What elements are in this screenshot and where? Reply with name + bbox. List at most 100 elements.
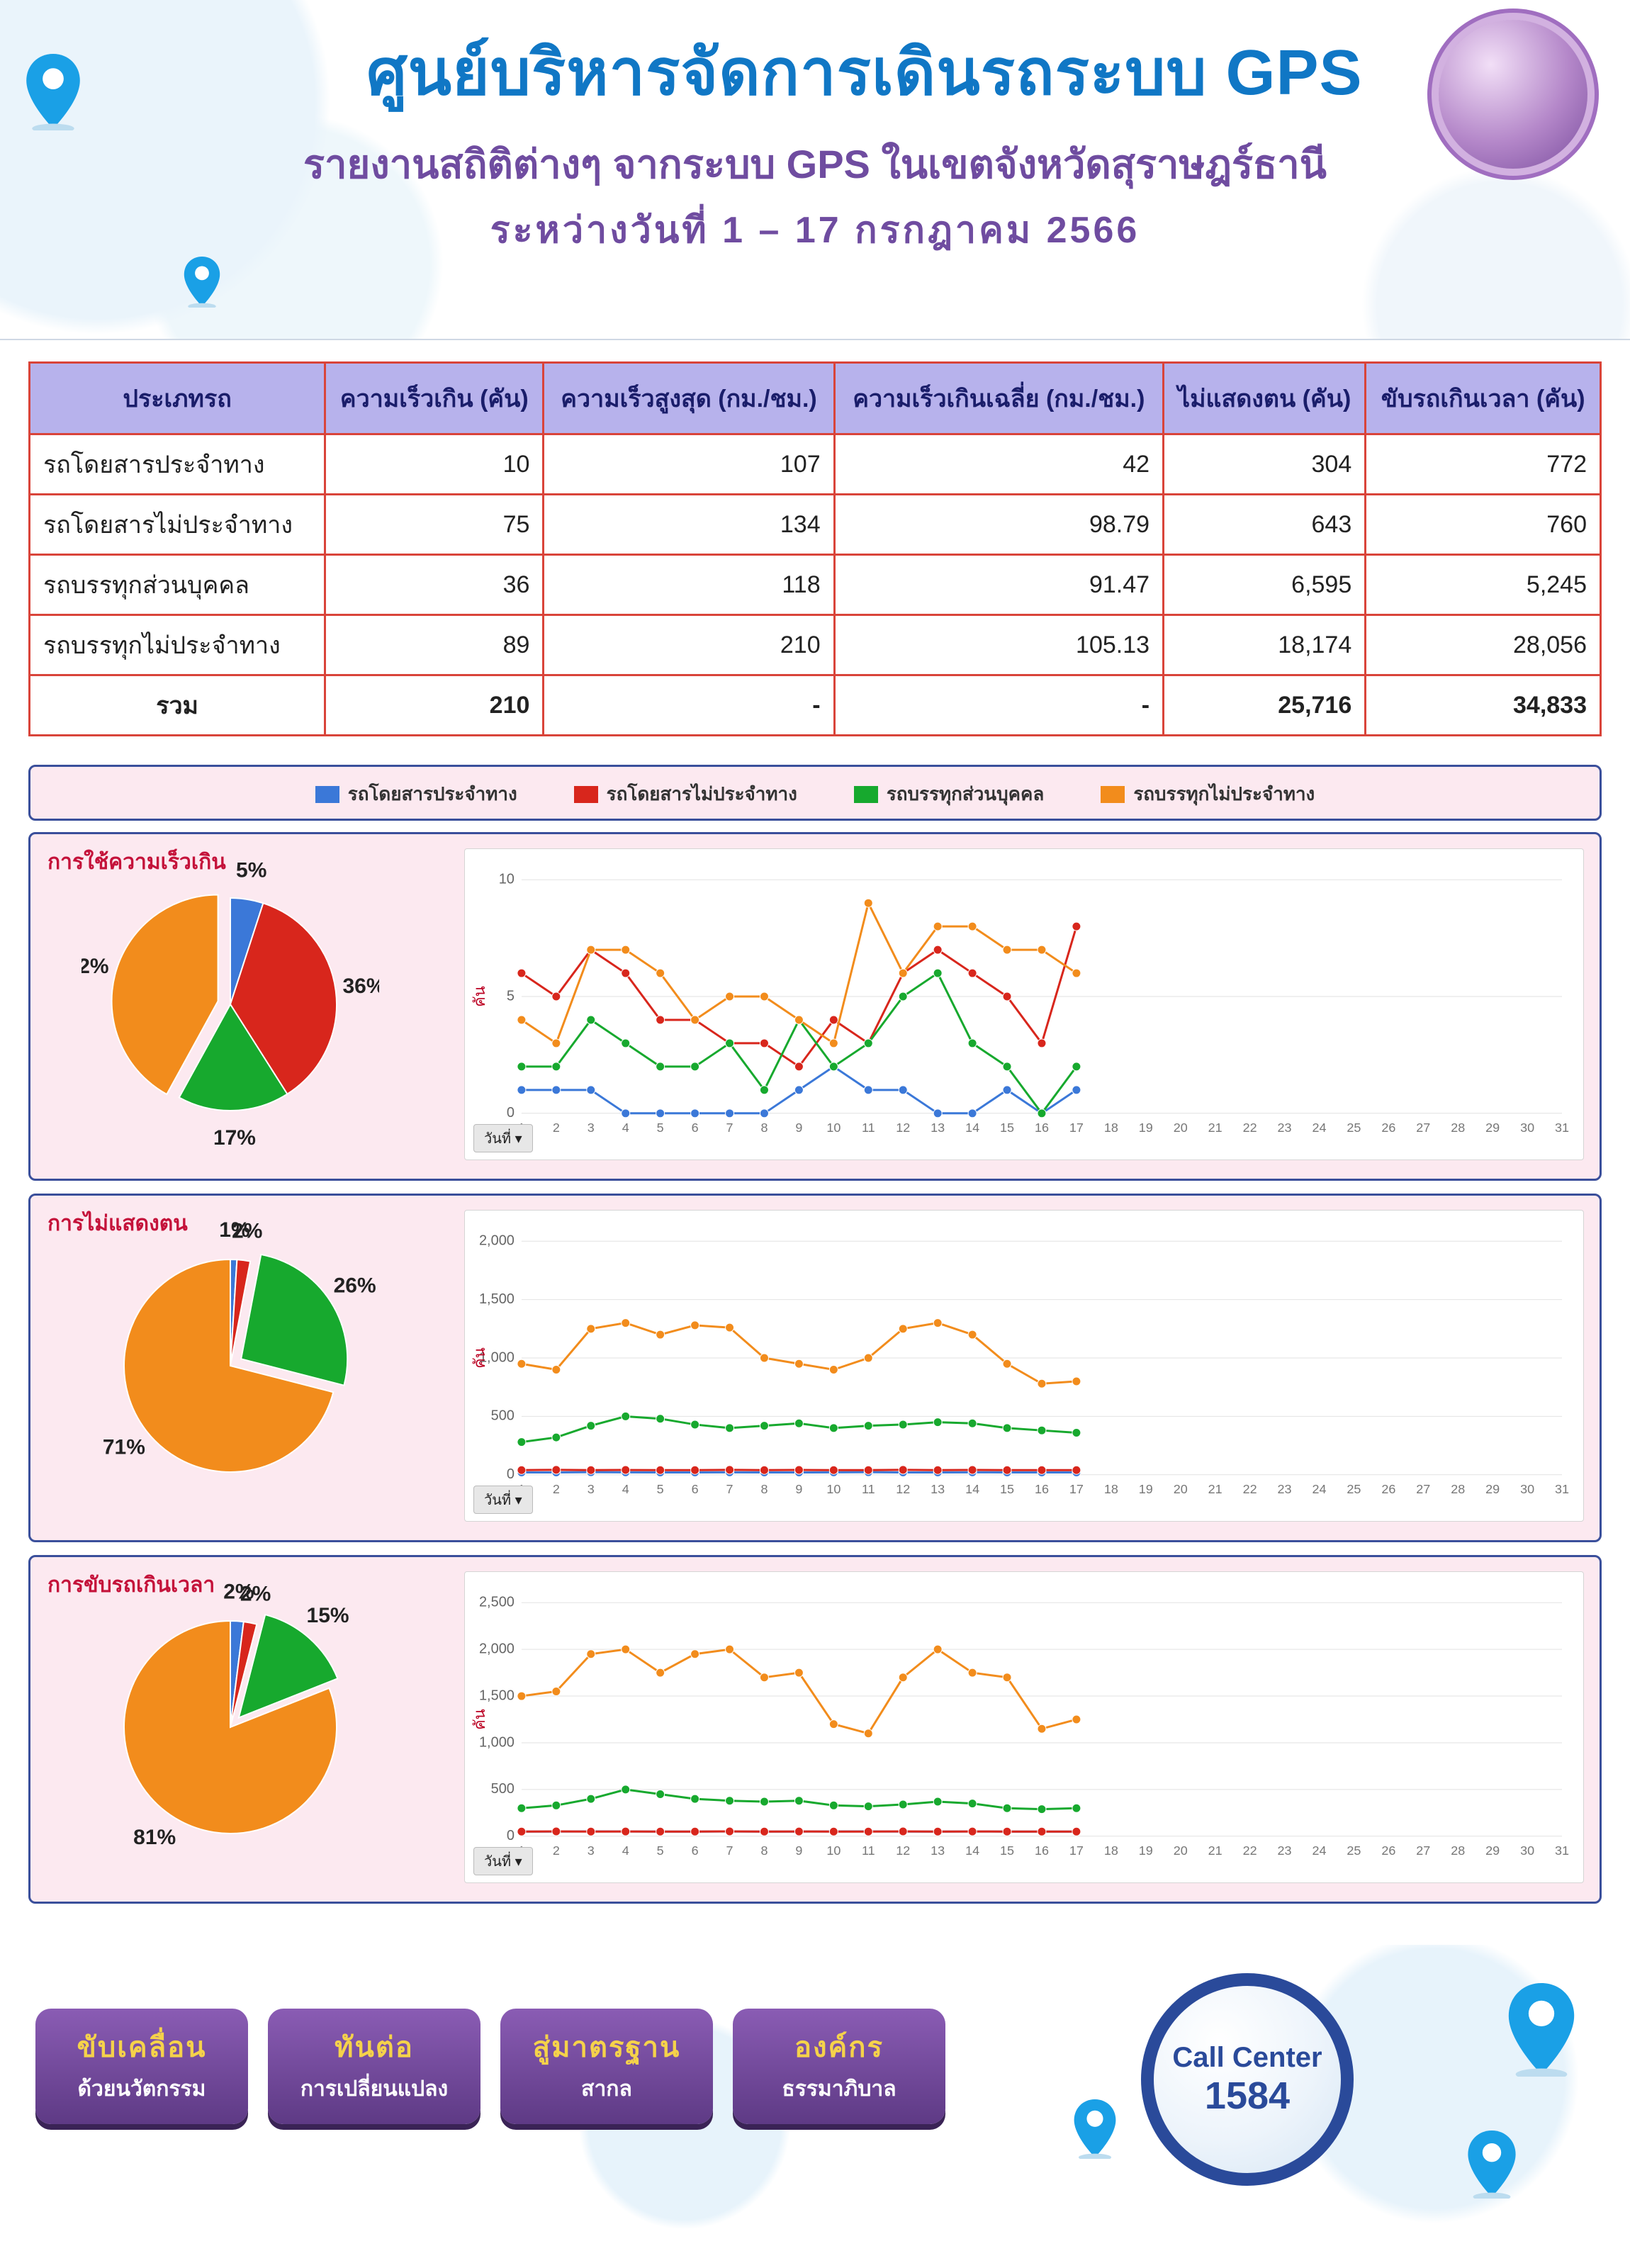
svg-text:5: 5 — [657, 1121, 664, 1135]
footer-pill: องค์กรธรรมาภิบาล — [733, 2009, 945, 2124]
page-title: ศูนย์บริหารจัดการเดินรถระบบ GPS — [267, 21, 1362, 123]
pill-line1: ทันต่อ — [299, 2024, 449, 2070]
svg-text:14: 14 — [965, 1482, 979, 1496]
svg-text:18: 18 — [1104, 1482, 1118, 1496]
line-holder: 0510123456789101112131415161718192021222… — [464, 848, 1584, 1160]
svg-text:30: 30 — [1520, 1121, 1534, 1135]
footer-pill: ทันต่อการเปลี่ยนแปลง — [268, 2009, 480, 2124]
map-pin-icon — [183, 257, 221, 308]
svg-text:6: 6 — [692, 1843, 699, 1858]
svg-text:6: 6 — [692, 1121, 699, 1135]
svg-text:8: 8 — [760, 1121, 768, 1135]
svg-text:23: 23 — [1278, 1843, 1292, 1858]
svg-text:25: 25 — [1347, 1121, 1361, 1135]
map-pin-icon — [1507, 1983, 1577, 2077]
svg-text:18: 18 — [1104, 1121, 1118, 1135]
svg-text:81%: 81% — [133, 1826, 176, 1849]
svg-text:3: 3 — [588, 1843, 595, 1858]
chart-legend: รถโดยสารประจำทาง รถโดยสารไม่ประจำทาง รถบรร… — [28, 765, 1602, 821]
svg-text:14: 14 — [965, 1121, 979, 1135]
call-center-label: Call Center — [1172, 2042, 1322, 2074]
day-selector[interactable]: วันที่ ▾ — [473, 1124, 533, 1152]
svg-text:30: 30 — [1520, 1843, 1534, 1858]
svg-text:22: 22 — [1243, 1843, 1257, 1858]
svg-text:9: 9 — [795, 1843, 802, 1858]
svg-text:1,000: 1,000 — [479, 1734, 515, 1750]
table-header-cell: ความเร็วสูงสุด (กม./ชม.) — [544, 363, 834, 434]
svg-text:16: 16 — [1035, 1843, 1049, 1858]
legend-label: รถบรรทุกไม่ประจำทาง — [1133, 780, 1315, 809]
pie-chart: 5%36%17%42% — [82, 855, 379, 1153]
svg-text:29: 29 — [1485, 1843, 1500, 1858]
pie-chart: 1%2%26%71% — [82, 1217, 379, 1515]
svg-text:24: 24 — [1312, 1482, 1326, 1496]
svg-text:22: 22 — [1243, 1482, 1257, 1496]
svg-text:10: 10 — [826, 1482, 841, 1496]
panel-title: การขับรถเกินเวลา — [47, 1568, 215, 1602]
pie-holder: 2%2%15%81% — [46, 1578, 415, 1876]
table-cell: 98.79 — [834, 495, 1163, 555]
svg-text:7: 7 — [726, 1121, 734, 1135]
table-row: รถโดยสารไม่ประจำทาง7513498.79643760 — [30, 495, 1601, 555]
table-cell: 34,833 — [1366, 675, 1601, 736]
table-cell: 28,056 — [1366, 615, 1601, 675]
table-cell: รถโดยสารไม่ประจำทาง — [30, 495, 325, 555]
svg-text:2,000: 2,000 — [479, 1641, 515, 1656]
svg-text:27: 27 — [1416, 1843, 1430, 1858]
svg-text:2%: 2% — [240, 1582, 271, 1605]
footer-banner: ขับเคลื่อนด้วยนวัตกรรมทันต่อการเปลี่ยนแป… — [0, 1945, 1630, 2242]
svg-text:28: 28 — [1451, 1121, 1465, 1135]
table-cell: - — [834, 675, 1163, 736]
svg-text:24: 24 — [1312, 1121, 1326, 1135]
svg-text:13: 13 — [931, 1482, 945, 1496]
svg-text:7: 7 — [726, 1482, 734, 1496]
table-row: รถบรรทุกส่วนบุคคล3611891.476,5955,245 — [30, 555, 1601, 615]
svg-text:10: 10 — [826, 1121, 841, 1135]
svg-text:27: 27 — [1416, 1482, 1430, 1496]
header-subtitle-1: รายงานสถิติต่างๆ จากระบบ GPS ในเขตจังหวั… — [0, 133, 1630, 196]
table-cell: รถบรรทุกไม่ประจำทาง — [30, 615, 325, 675]
official-seal-icon — [1439, 20, 1587, 169]
chart-panel-noshow: การไม่แสดงตน 1%2%26%71% 05001,0001,5002,… — [28, 1194, 1602, 1542]
table-row: รถบรรทุกไม่ประจำทาง89210105.1318,17428,0… — [30, 615, 1601, 675]
legend-item: รถโดยสารไม่ประจำทาง — [574, 780, 797, 809]
svg-text:19: 19 — [1139, 1121, 1153, 1135]
svg-text:30: 30 — [1520, 1482, 1534, 1496]
table-cell: 643 — [1164, 495, 1366, 555]
svg-text:29: 29 — [1485, 1482, 1500, 1496]
line-holder: 05001,0001,5002,0002,5001234567891011121… — [464, 1571, 1584, 1883]
map-pin-icon — [25, 54, 82, 130]
svg-text:2%: 2% — [232, 1219, 262, 1242]
svg-text:17: 17 — [1069, 1121, 1084, 1135]
table-cell: รถบรรทุกส่วนบุคคล — [30, 555, 325, 615]
legend-swatch — [574, 786, 598, 803]
day-selector[interactable]: วันที่ ▾ — [473, 1486, 533, 1514]
table-cell: 18,174 — [1164, 615, 1366, 675]
panel-title: การใช้ความเร็วเกิน — [47, 846, 226, 879]
svg-text:31: 31 — [1555, 1482, 1569, 1496]
svg-text:17: 17 — [1069, 1843, 1084, 1858]
day-selector[interactable]: วันที่ ▾ — [473, 1847, 533, 1875]
svg-text:2: 2 — [553, 1482, 560, 1496]
table-cell: 91.47 — [834, 555, 1163, 615]
svg-text:1,500: 1,500 — [479, 1291, 515, 1307]
svg-text:8: 8 — [760, 1482, 768, 1496]
svg-text:11: 11 — [862, 1843, 875, 1858]
svg-text:4: 4 — [622, 1843, 629, 1858]
legend-item: รถโดยสารประจำทาง — [315, 780, 517, 809]
svg-text:6: 6 — [692, 1482, 699, 1496]
svg-text:14: 14 — [965, 1843, 979, 1858]
table-cell: 118 — [544, 555, 834, 615]
svg-text:25: 25 — [1347, 1843, 1361, 1858]
svg-text:28: 28 — [1451, 1843, 1465, 1858]
pill-line1: ขับเคลื่อน — [67, 2024, 217, 2070]
svg-text:25: 25 — [1347, 1482, 1361, 1496]
svg-text:16: 16 — [1035, 1482, 1049, 1496]
table-header-cell: ประเภทรถ — [30, 363, 325, 434]
svg-text:24: 24 — [1312, 1843, 1326, 1858]
svg-text:2,500: 2,500 — [479, 1595, 515, 1610]
svg-text:36%: 36% — [342, 975, 379, 998]
svg-text:12: 12 — [896, 1121, 910, 1135]
svg-text:9: 9 — [795, 1121, 802, 1135]
table-cell: 6,595 — [1164, 555, 1366, 615]
